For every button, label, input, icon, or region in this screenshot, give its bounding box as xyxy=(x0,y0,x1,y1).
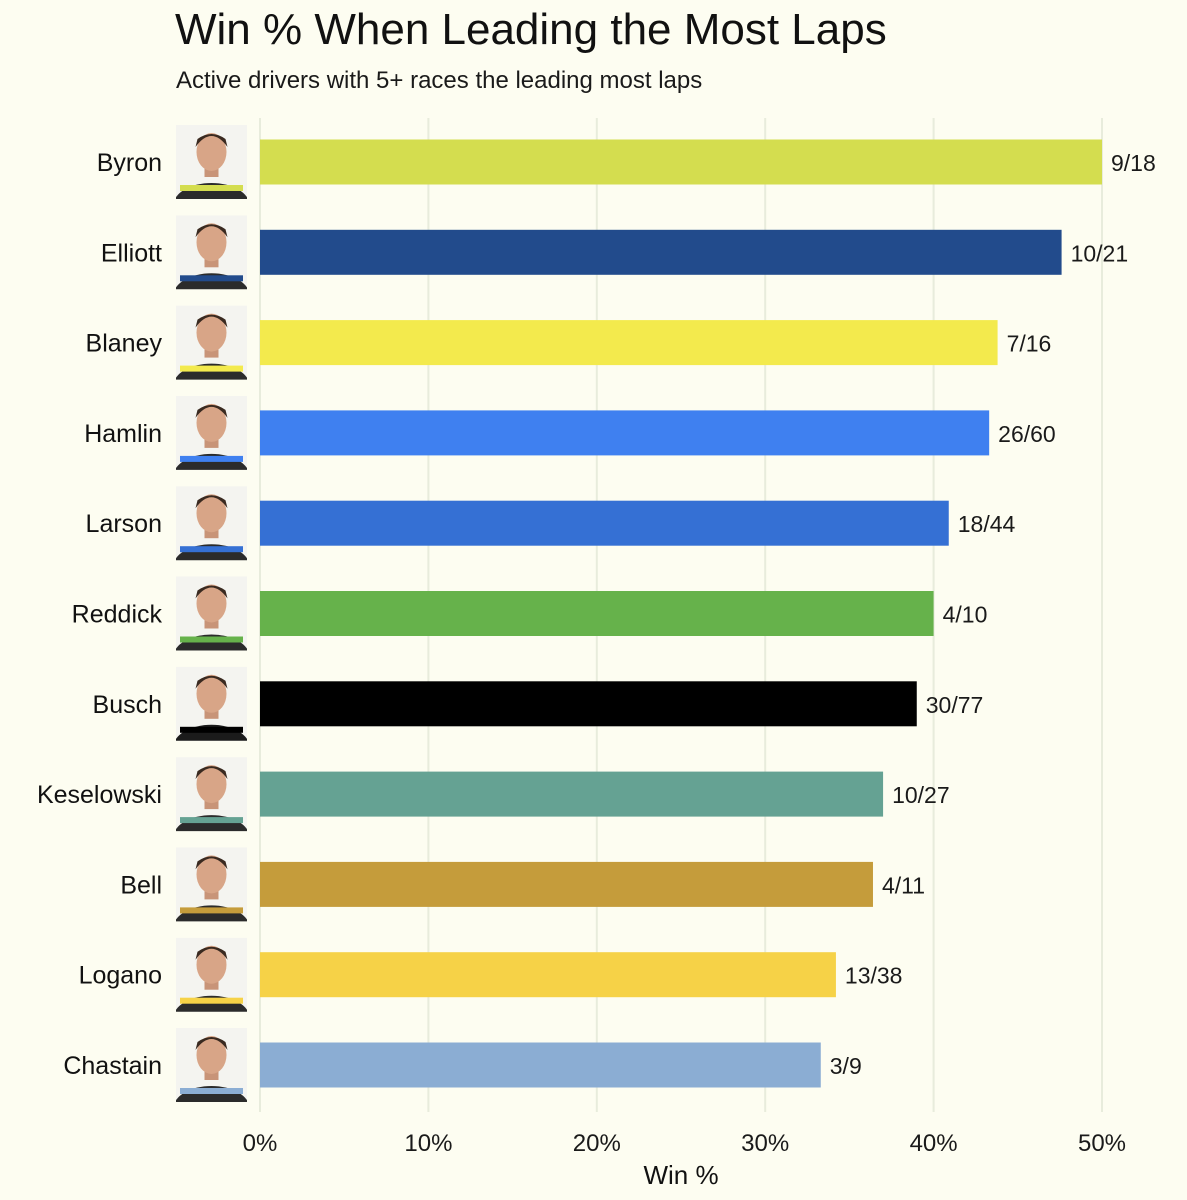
bar-value-label: 7/16 xyxy=(1007,331,1052,357)
driver-photo-icon xyxy=(176,847,247,922)
driver-photo-icon xyxy=(176,1028,247,1102)
bar-row: Busch 30/77 xyxy=(93,666,984,741)
bar xyxy=(260,500,949,546)
bar-value-label: 3/9 xyxy=(830,1053,862,1079)
driver-photo-icon xyxy=(176,486,247,561)
bar-row: Byron 9/18 xyxy=(97,125,1156,199)
bar-row: Logano 13/38 xyxy=(79,937,903,1012)
bar xyxy=(260,681,917,727)
chart-subtitle: Active drivers with 5+ races the leading… xyxy=(176,67,702,94)
driver-label: Chastain xyxy=(63,1052,162,1080)
bar-value-label: 26/60 xyxy=(998,421,1056,447)
bar-row: Larson 18/44 xyxy=(86,486,1016,561)
driver-label: Blaney xyxy=(86,330,163,358)
driver-photo-icon xyxy=(176,305,247,380)
bar xyxy=(260,771,884,817)
bar-value-label: 10/27 xyxy=(892,782,950,808)
bar-row: Bell 4/11 xyxy=(120,847,925,922)
driver-label: Reddick xyxy=(72,601,163,629)
driver-photo-icon xyxy=(176,395,247,470)
x-tick-label: 30% xyxy=(741,1130,789,1157)
chart-title: Win % When Leading the Most Laps xyxy=(175,5,887,54)
bar xyxy=(260,1042,821,1088)
x-tick-label: 50% xyxy=(1078,1130,1126,1157)
bar-value-label: 18/44 xyxy=(958,511,1016,537)
driver-photo-icon xyxy=(176,576,247,651)
driver-photo-icon xyxy=(176,125,247,199)
bar-value-label: 30/77 xyxy=(926,692,984,718)
driver-label: Hamlin xyxy=(84,420,162,448)
bar-value-label: 10/21 xyxy=(1071,240,1129,266)
x-axis-ticks: 0% 10% 20% 30% 40% 50% xyxy=(243,1130,1126,1157)
driver-label: Bell xyxy=(120,871,162,899)
driver-label: Elliott xyxy=(101,239,162,267)
bar xyxy=(260,139,1102,185)
x-tick-label: 10% xyxy=(404,1130,452,1157)
driver-label: Larson xyxy=(86,510,162,538)
driver-label: Byron xyxy=(97,149,162,177)
driver-photo-icon xyxy=(176,757,247,832)
bar-value-label: 4/11 xyxy=(882,872,925,898)
bar-row: Keselowski 10/27 xyxy=(37,757,950,832)
bar-row: Reddick 4/10 xyxy=(72,576,988,651)
x-axis-title: Win % xyxy=(643,1160,718,1190)
driver-label: Keselowski xyxy=(37,781,162,809)
driver-photo-icon xyxy=(176,937,247,1012)
bar xyxy=(260,591,934,636)
x-tick-label: 0% xyxy=(243,1130,278,1157)
x-tick-label: 20% xyxy=(573,1130,621,1157)
bar-value-label: 9/18 xyxy=(1111,150,1156,176)
bar xyxy=(260,410,990,456)
bar-rows: Byron 9/18 Elliott 10/21 Blaney 7/16 Hamlin 26/… xyxy=(37,125,1156,1102)
bar xyxy=(260,952,836,998)
driver-photo-icon xyxy=(176,215,247,290)
driver-label: Busch xyxy=(93,691,162,719)
bar-value-label: 4/10 xyxy=(943,602,988,628)
bar-row: Hamlin 26/60 xyxy=(84,395,1056,470)
bar-row: Blaney 7/16 xyxy=(86,305,1052,380)
x-tick-label: 40% xyxy=(910,1130,958,1157)
bar xyxy=(260,320,998,366)
bar xyxy=(260,861,873,907)
bar xyxy=(260,229,1062,275)
bar-row: Elliott 10/21 xyxy=(101,215,1129,290)
bar-value-label: 13/38 xyxy=(845,963,903,989)
driver-label: Logano xyxy=(79,962,162,990)
bar-row: Chastain 3/9 xyxy=(63,1028,862,1102)
driver-photo-icon xyxy=(176,666,247,741)
